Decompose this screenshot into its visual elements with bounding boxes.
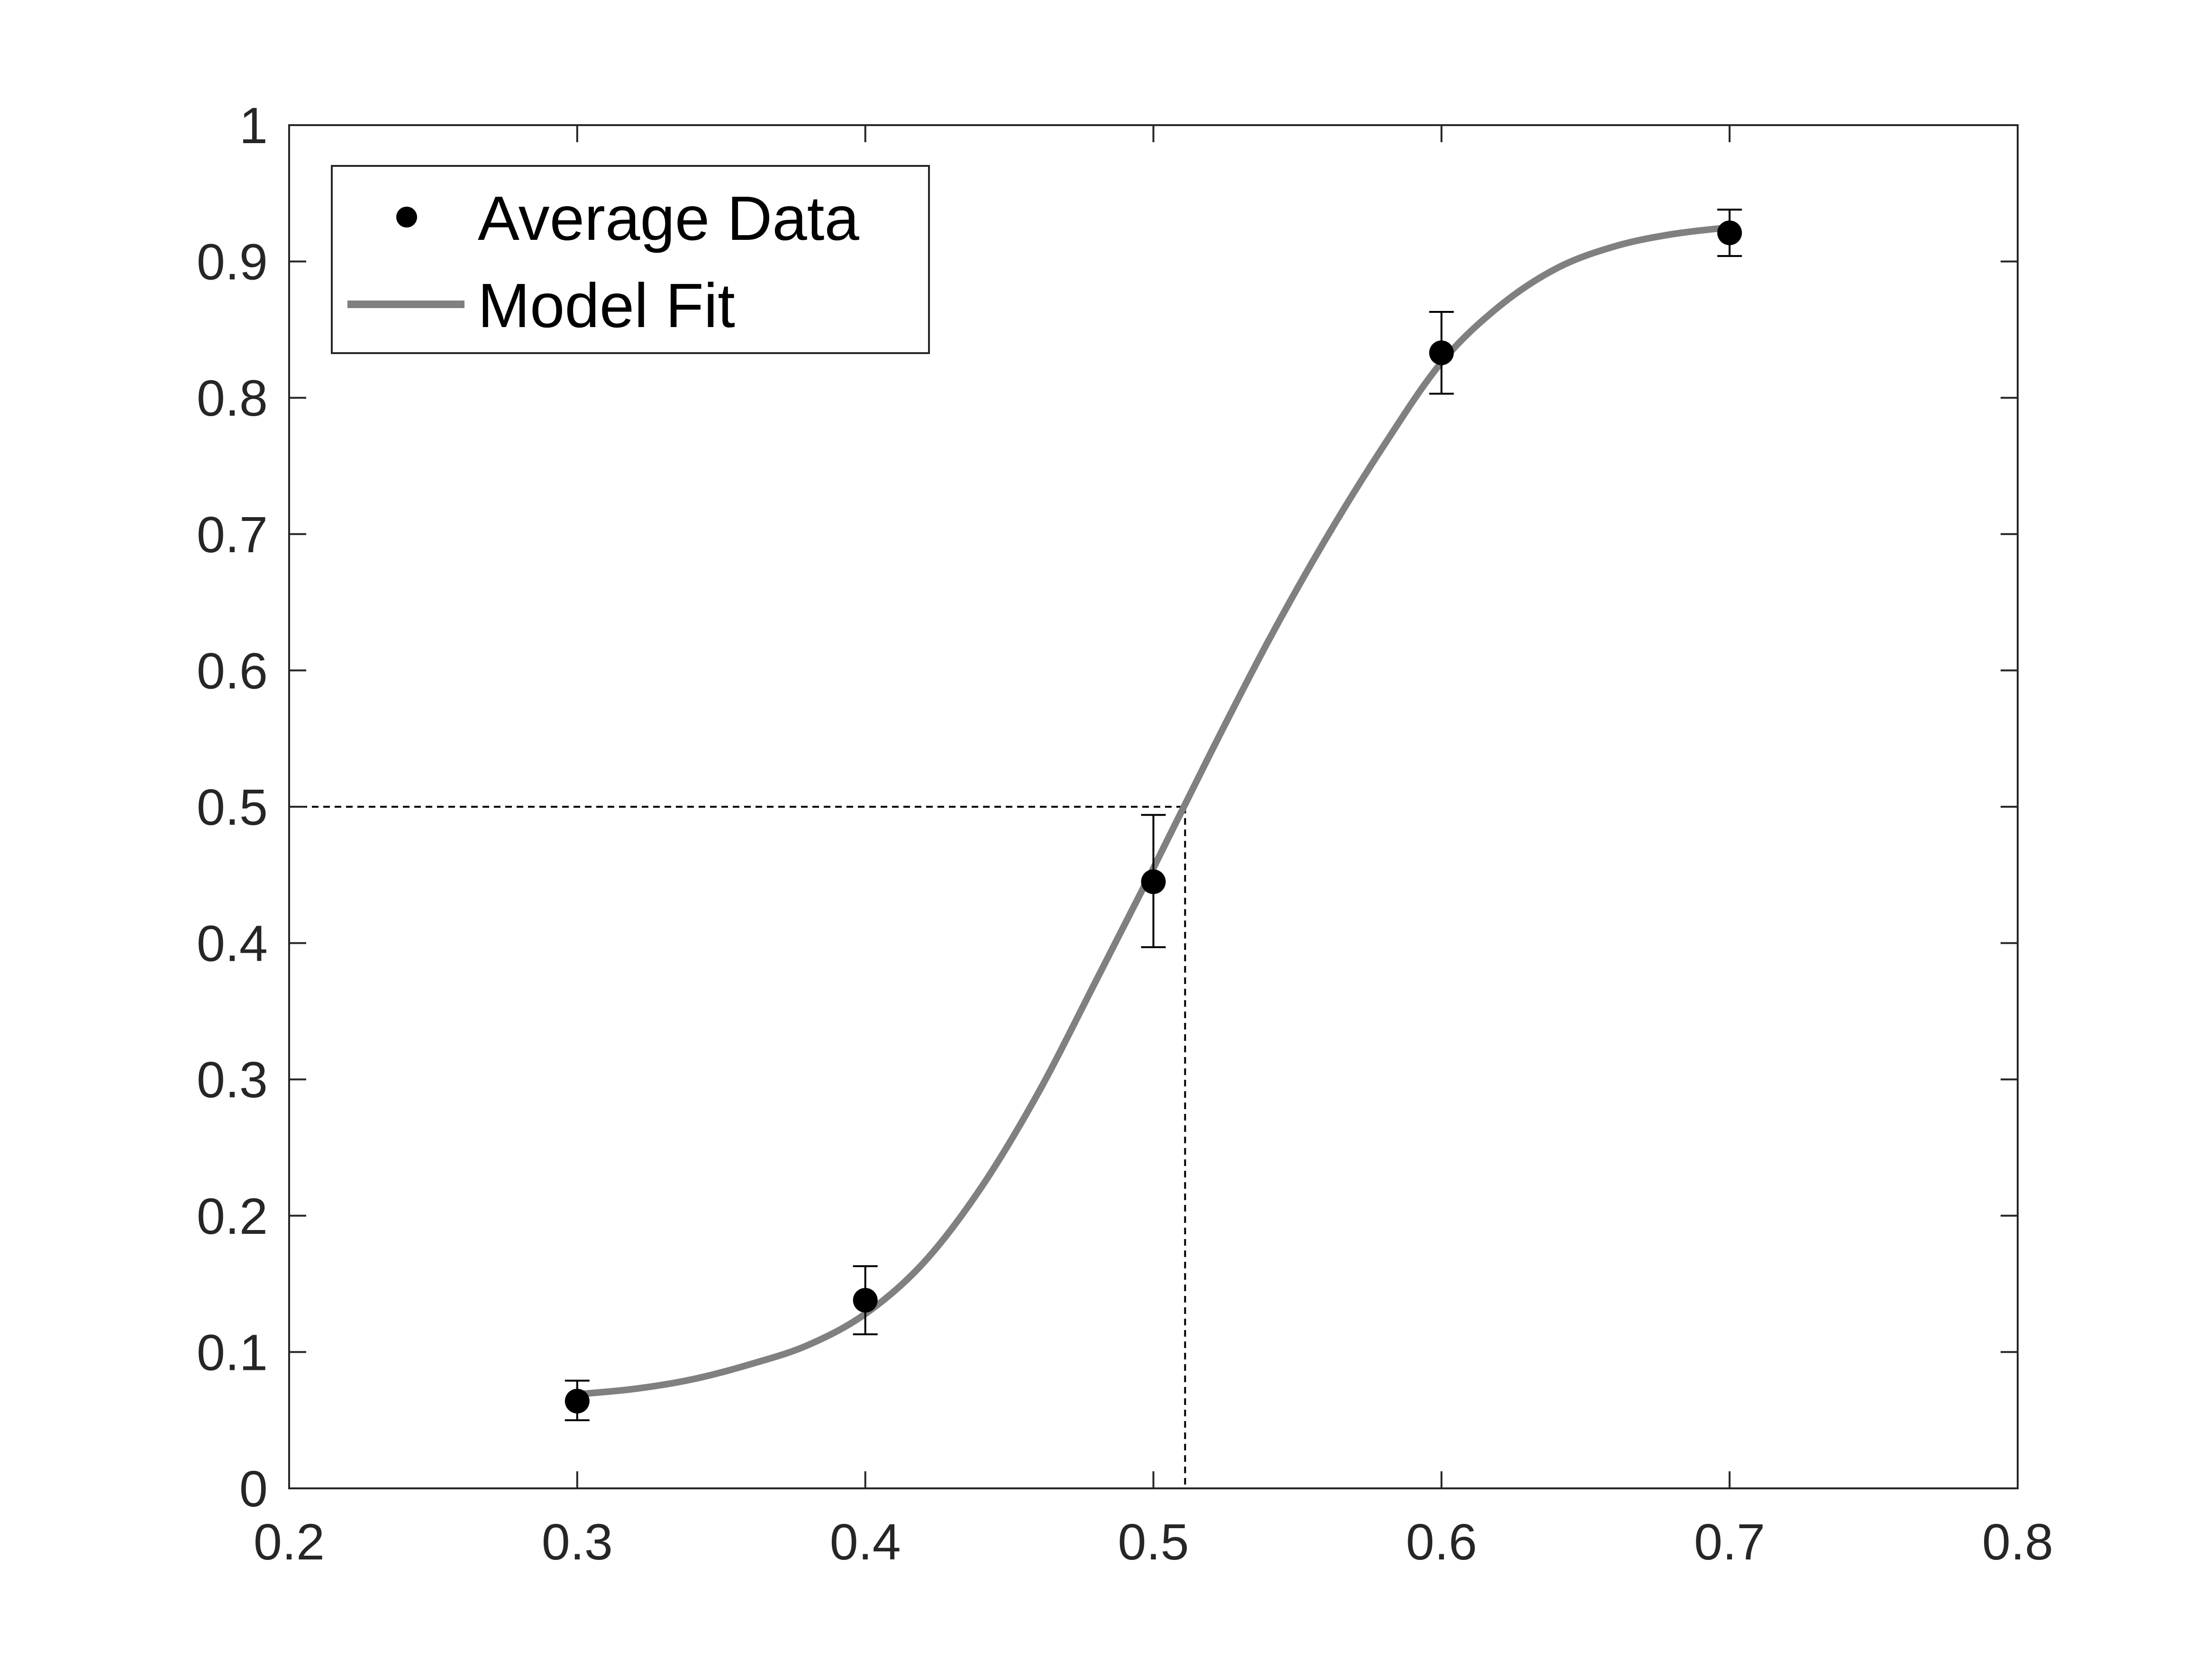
x-tick-label: 0.5 [1118,1513,1189,1570]
x-axis-tick-labels: 0.2 0.3 0.4 0.5 0.6 0.7 0.8 [254,1513,2053,1570]
data-point [1717,220,1742,246]
y-tick-label: 0.1 [197,1323,268,1381]
y-tick-label: 0.4 [197,915,268,972]
legend-label-average-data: Average Data [478,183,859,253]
y-tick-label: 0.9 [197,233,268,291]
model-fit-layer [573,224,1733,1398]
reference-lines [289,806,1186,1488]
y-tick-label: 1 [239,97,268,154]
data-point [1141,869,1166,894]
legend-label-model-fit: Model Fit [478,271,735,340]
data-points [564,220,1742,1413]
x-tick-label: 0.8 [1982,1513,2053,1570]
y-axis-tick-labels: 0 0.1 0.2 0.3 0.4 0.5 0.6 0.7 0.8 0.9 1 [197,97,268,1517]
y-tick-label: 0.3 [197,1051,268,1108]
legend-box [331,165,930,354]
y-tick-label: 0 [239,1460,268,1517]
legend-marker-average-data [396,207,417,228]
legend: Average Data Model Fit [331,165,930,354]
axis-ticks [288,124,2019,1489]
x-tick-label: 0.2 [254,1513,325,1570]
y-tick-label: 0.6 [197,642,268,699]
x-tick-label: 0.6 [1406,1513,1477,1570]
y-tick-label: 0.2 [197,1187,268,1245]
data-point [853,1288,878,1313]
y-tick-label: 0.5 [197,778,268,836]
y-tick-label: 0.8 [197,369,268,427]
data-point [564,1388,590,1413]
model-fit-line [573,224,1733,1398]
x-tick-label: 0.3 [542,1513,613,1570]
x-tick-label: 0.4 [830,1513,901,1570]
x-tick-label: 0.7 [1694,1513,1765,1570]
data-point [1429,340,1454,365]
y-tick-label: 0.7 [197,506,268,563]
